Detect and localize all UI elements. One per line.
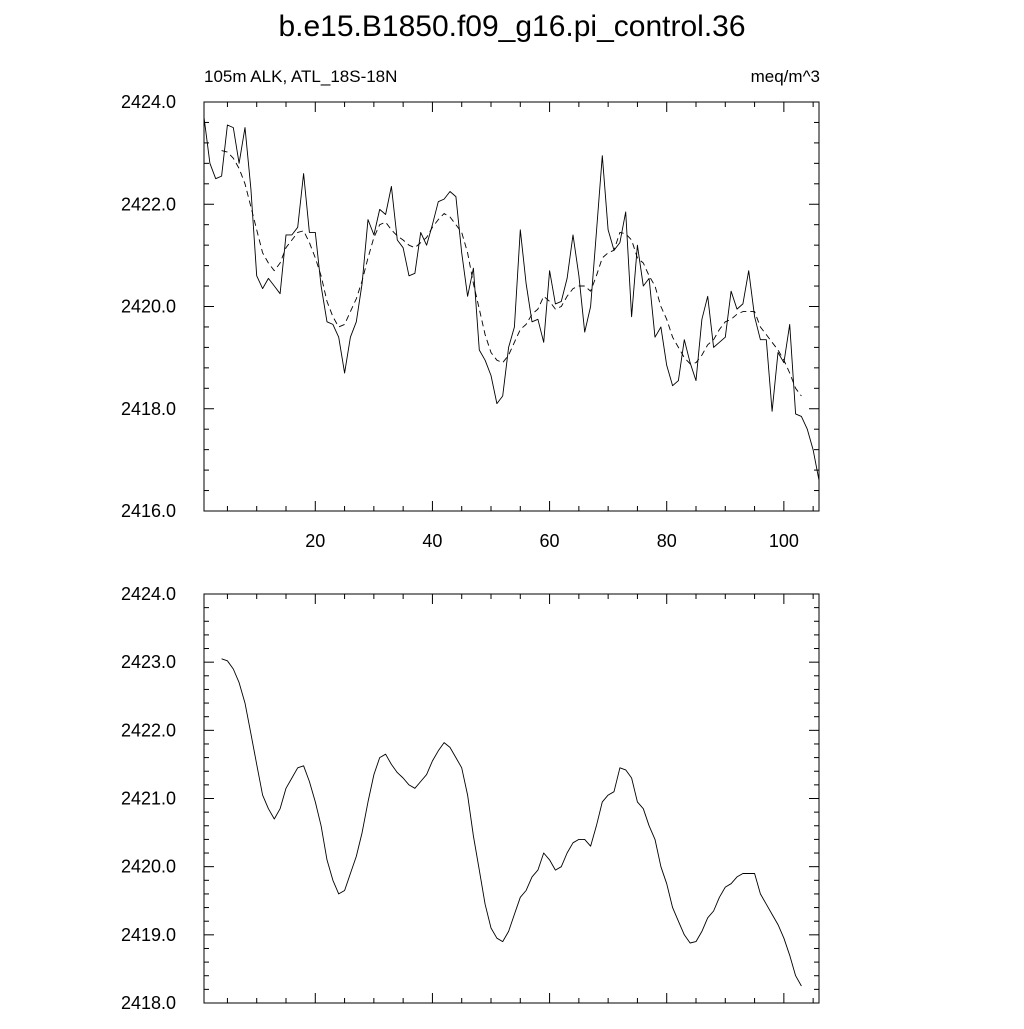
y-tick-label: 2424.0 bbox=[121, 92, 176, 112]
series-line-solid bbox=[203, 117, 820, 481]
series-line-dashed bbox=[221, 150, 802, 397]
chart-panels: 20 40 60 80 100 2416.0 2418.0 2420.0 2422.0 2424.… bbox=[121, 92, 820, 1013]
plot-frame bbox=[203, 101, 820, 512]
x-tick-label: 40 bbox=[422, 531, 442, 551]
chart-panel-1: 20 40 60 80 100 2416.0 2418.0 2420.0 2422.0 2424.… bbox=[121, 92, 820, 551]
top-panel-subtitle-left: 105m ALK, ATL_18S-18N bbox=[204, 67, 397, 86]
y-tick-label: 2416.0 bbox=[121, 501, 176, 521]
y-tick-label: 2420.0 bbox=[121, 297, 176, 317]
series-line-solid bbox=[221, 658, 802, 987]
x-tick-label: 20 bbox=[305, 531, 325, 551]
chart-panel-2: 2418.0 2419.0 2420.0 2421.0 2422.0 2423.0 2424… bbox=[121, 584, 820, 1013]
y-tick-label: 2421.0 bbox=[121, 789, 176, 809]
y-tick-label: 2424.0 bbox=[121, 584, 176, 604]
y-tick-label: 2422.0 bbox=[121, 720, 176, 740]
top-panel-units: meq/m^3 bbox=[751, 67, 820, 86]
x-tick-label: 80 bbox=[657, 531, 677, 551]
y-tick-label: 2418.0 bbox=[121, 993, 176, 1013]
x-tick-label: 100 bbox=[769, 531, 799, 551]
y-tick-label: 2422.0 bbox=[121, 194, 176, 214]
chart-title: b.e15.B1850.f09_g16.pi_control.36 bbox=[278, 10, 745, 43]
y-tick-label: 2418.0 bbox=[121, 399, 176, 419]
plot-frame bbox=[203, 593, 820, 1004]
y-tick-label: 2420.0 bbox=[121, 857, 176, 877]
y-tick-label: 2419.0 bbox=[121, 925, 176, 945]
x-tick-label: 60 bbox=[540, 531, 560, 551]
y-tick-label: 2423.0 bbox=[121, 652, 176, 672]
